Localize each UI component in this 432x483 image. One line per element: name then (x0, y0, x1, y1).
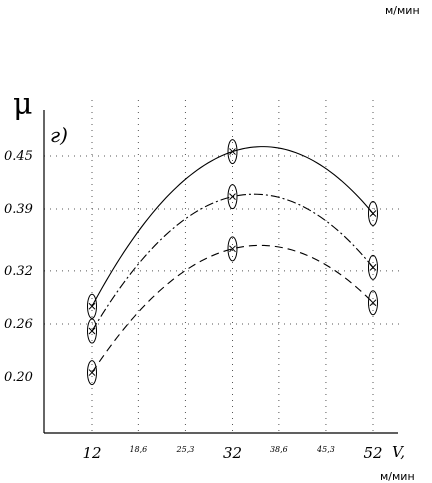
point-ellipse (368, 254, 378, 280)
axes (43, 110, 398, 434)
top-unit-label: м/мин (385, 4, 420, 17)
point-cross (88, 302, 96, 310)
series-curves (91, 146, 374, 373)
data-point (87, 360, 97, 386)
point-cross (229, 148, 236, 155)
x-tick-label: 25,3 (176, 445, 195, 454)
x-tick-labels: 12 18,6 25,3 32 38,6 45,3 52 (82, 444, 382, 462)
y-tick-label: 0.39 (4, 202, 33, 217)
point-cross (229, 245, 236, 253)
grid-lines (44, 100, 400, 433)
y-tick-labels: 0.45 0.39 0.32 0.26 0.20 (4, 149, 33, 385)
point-cross (369, 299, 377, 307)
x-tick-label: 38,6 (270, 445, 288, 454)
point-ellipse (368, 290, 378, 316)
data-point (227, 236, 238, 262)
x-tick-label: 32 (223, 444, 242, 462)
point-ellipse (227, 236, 238, 262)
point-ellipse (87, 318, 97, 344)
panel-label: г) (50, 123, 68, 147)
x-tick-label: 18,6 (129, 445, 147, 454)
data-point (227, 184, 238, 210)
data-point (87, 293, 97, 319)
x-axis-unit: м/мин (380, 470, 415, 483)
y-tick-label: 0.32 (4, 264, 33, 279)
x-tick-label: 52 (363, 444, 382, 462)
point-ellipse (227, 184, 238, 210)
point-ellipse (368, 200, 378, 226)
x-tick-label: 45,3 (316, 445, 335, 454)
x-tick-label: 12 (82, 444, 101, 462)
y-tick-label: 0.45 (4, 149, 33, 164)
data-point (227, 139, 238, 165)
y-tick-label: 0.26 (4, 317, 33, 332)
data-point (87, 318, 97, 344)
series-line-dashed (91, 244, 374, 373)
data-markers (87, 139, 378, 386)
point-cross (369, 210, 377, 217)
y-axis-label: μ (13, 87, 33, 122)
point-ellipse (227, 139, 238, 165)
x-axis-label: V, (392, 443, 405, 461)
data-point (368, 200, 378, 226)
point-cross (88, 327, 96, 335)
data-point (368, 254, 378, 280)
point-ellipse (87, 360, 97, 386)
y-tick-label: 0.20 (4, 370, 33, 385)
point-cross (88, 369, 96, 376)
point-cross (369, 264, 377, 271)
point-cross (229, 193, 236, 201)
data-point (368, 290, 378, 316)
point-ellipse (87, 293, 97, 319)
